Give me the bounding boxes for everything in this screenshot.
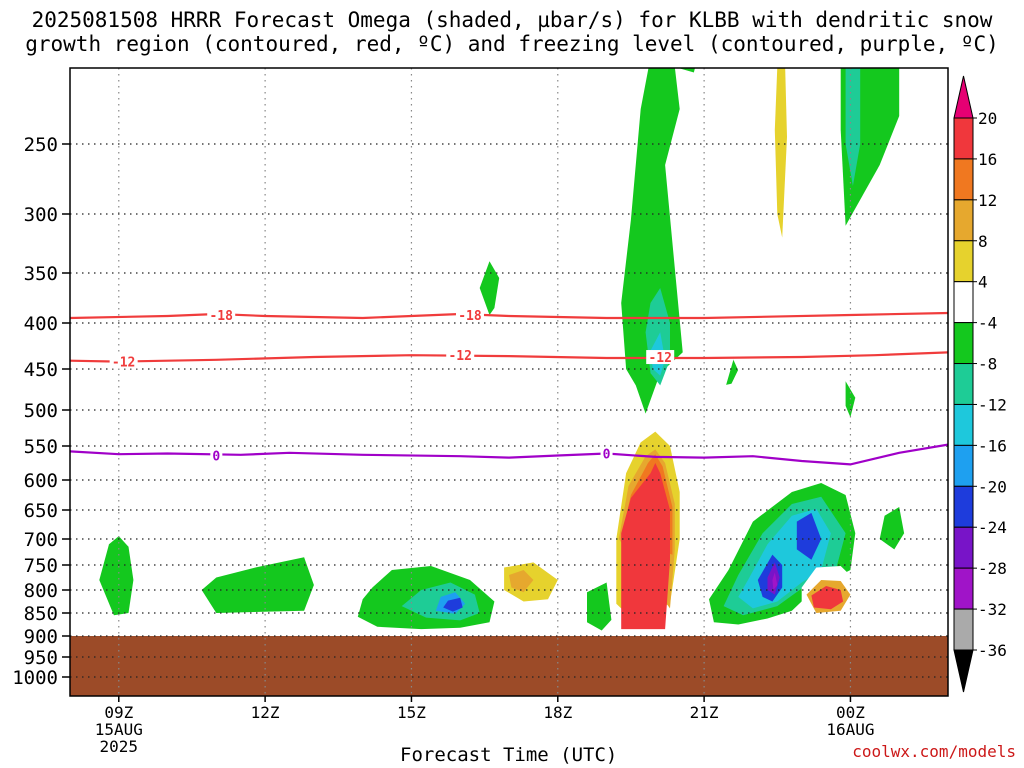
omega-region-neg24: [796, 512, 822, 560]
y-tick-label: 600: [24, 470, 58, 492]
contour-label-bg: [109, 354, 138, 369]
colorbar-swatch: [953, 117, 974, 160]
colorbar-label: 20: [978, 109, 997, 128]
y-tick-label: 350: [24, 263, 58, 285]
contour-label-bg: [455, 308, 484, 322]
colorbar-label: -12: [978, 395, 1007, 414]
colorbar-label: -8: [978, 355, 997, 374]
omega-region-pos8: [774, 68, 787, 238]
y-tick-label: 250: [24, 134, 58, 156]
x-tick-label: 00Z: [836, 703, 865, 722]
chart-title-line-1: 2025081508 HRRR Forecast Omega (shaded, …: [31, 8, 993, 32]
y-tick-label: 750: [24, 555, 58, 577]
plot-frame: [69, 67, 949, 697]
contour-label: -18: [209, 309, 233, 324]
omega-region-neg32: [772, 572, 778, 590]
colorbar-swatch: [953, 567, 974, 610]
omega-region-pos4: [926, 68, 948, 165]
y-tick-label: 450: [24, 359, 58, 381]
colorbar-label: 16: [978, 150, 997, 169]
omega-region-neg8: [479, 261, 500, 315]
x-axis-label: Forecast Time (UTC): [400, 744, 618, 766]
ground-layer: [70, 636, 948, 696]
colorbar-swatch: [953, 240, 974, 283]
colorbar-label: -32: [978, 600, 1007, 619]
x-tick-label: 09Z: [104, 703, 133, 722]
omega-region-pos20: [621, 463, 670, 630]
contour-label: 0: [603, 447, 611, 462]
x-tick-label: 21Z: [690, 703, 719, 722]
colorbar-bottom-arrow: [953, 649, 974, 693]
colorbar-label: -16: [978, 436, 1007, 455]
y-axis: 2503003504004505005506006507007508008509…: [12, 134, 70, 689]
contour-label: -12: [448, 349, 471, 364]
colorbar-swatch: [953, 281, 974, 324]
omega-region-neg8: [201, 557, 314, 613]
colorbar-label: 8: [978, 232, 988, 251]
y-tick-label: 400: [24, 313, 58, 335]
contour-label-bg: [210, 448, 223, 463]
x-tick-label: 16AUG: [826, 720, 874, 739]
y-tick-label: 300: [24, 204, 58, 226]
y-tick-label: 650: [24, 500, 58, 522]
omega-region-pos20: [811, 586, 844, 610]
ground-fill: [70, 636, 948, 696]
x-tick-label: 15Z: [397, 703, 426, 722]
colorbar-label: -24: [978, 518, 1007, 537]
y-tick-label: 1000: [12, 667, 58, 689]
colorbar-swatch: [953, 485, 974, 528]
colorbar-top-arrow: [953, 75, 974, 119]
x-tick-label: 2025: [100, 737, 139, 756]
colorbar-swatch: [953, 403, 974, 446]
contour-labels: -18 -18 -12 -12 -12 0 0: [109, 308, 675, 465]
y-tick-label: 800: [24, 580, 58, 602]
omega-colorbar: 20 16 12 8 4 -4 -8 -12 -16 -20 -24 -28 -32 -36: [953, 75, 1007, 693]
contour-label-bg: [646, 350, 675, 365]
colorbar-swatch: [953, 526, 974, 569]
x-tick-label: 15AUG: [95, 720, 143, 739]
contour-label: -18: [458, 309, 482, 324]
y-tick-label: 550: [24, 436, 58, 458]
omega-region-neg8: [99, 536, 134, 616]
contour-label-bg: [600, 446, 613, 461]
colorbar-swatch: [953, 199, 974, 242]
contour-label: -12: [648, 351, 671, 366]
y-tick-label: 500: [24, 400, 58, 422]
omega-region-neg24: [443, 597, 463, 612]
contour-label-bg: [446, 348, 475, 363]
colorbar-swatch: [953, 608, 974, 651]
omega-region-neg8: [587, 582, 612, 631]
y-tick-label: 700: [24, 529, 58, 551]
watermark: coolwx.com/models: [852, 742, 1016, 761]
chart-title: 2025081508 HRRR Forecast Omega (shaded, …: [0, 8, 1024, 56]
colorbar-label: -20: [978, 477, 1007, 496]
chart-title-line-2: growth region (contoured, red, ºC) and f…: [25, 32, 999, 56]
colorbar-swatch: [953, 158, 974, 201]
colorbar-swatch: [953, 363, 974, 405]
x-tick-label: 18Z: [543, 703, 572, 722]
colorbar-label: 12: [978, 191, 997, 210]
colorbar-label: 4: [978, 273, 988, 292]
contour-label: -12: [112, 356, 135, 371]
colorbar-label: -4: [978, 314, 997, 333]
grid-lines: [70, 68, 948, 696]
y-tick-label: 950: [24, 647, 58, 669]
omega-region-neg12: [845, 68, 861, 186]
omega-region-pos12: [509, 570, 534, 593]
colorbar-label: -28: [978, 559, 1007, 578]
colorbar-swatch: [953, 444, 974, 487]
y-tick-label: 900: [24, 626, 58, 648]
colorbar-label: -36: [978, 641, 1007, 660]
contour-line-minus12: [70, 351, 948, 363]
omega-shading: [99, 68, 948, 631]
y-tick-label: 850: [24, 603, 58, 625]
contour-label: 0: [212, 450, 220, 465]
contour-label-bg: [207, 308, 236, 322]
colorbar-swatch: [953, 322, 974, 365]
x-tick-label: 12Z: [251, 703, 280, 722]
omega-region-pos4: [909, 473, 948, 597]
